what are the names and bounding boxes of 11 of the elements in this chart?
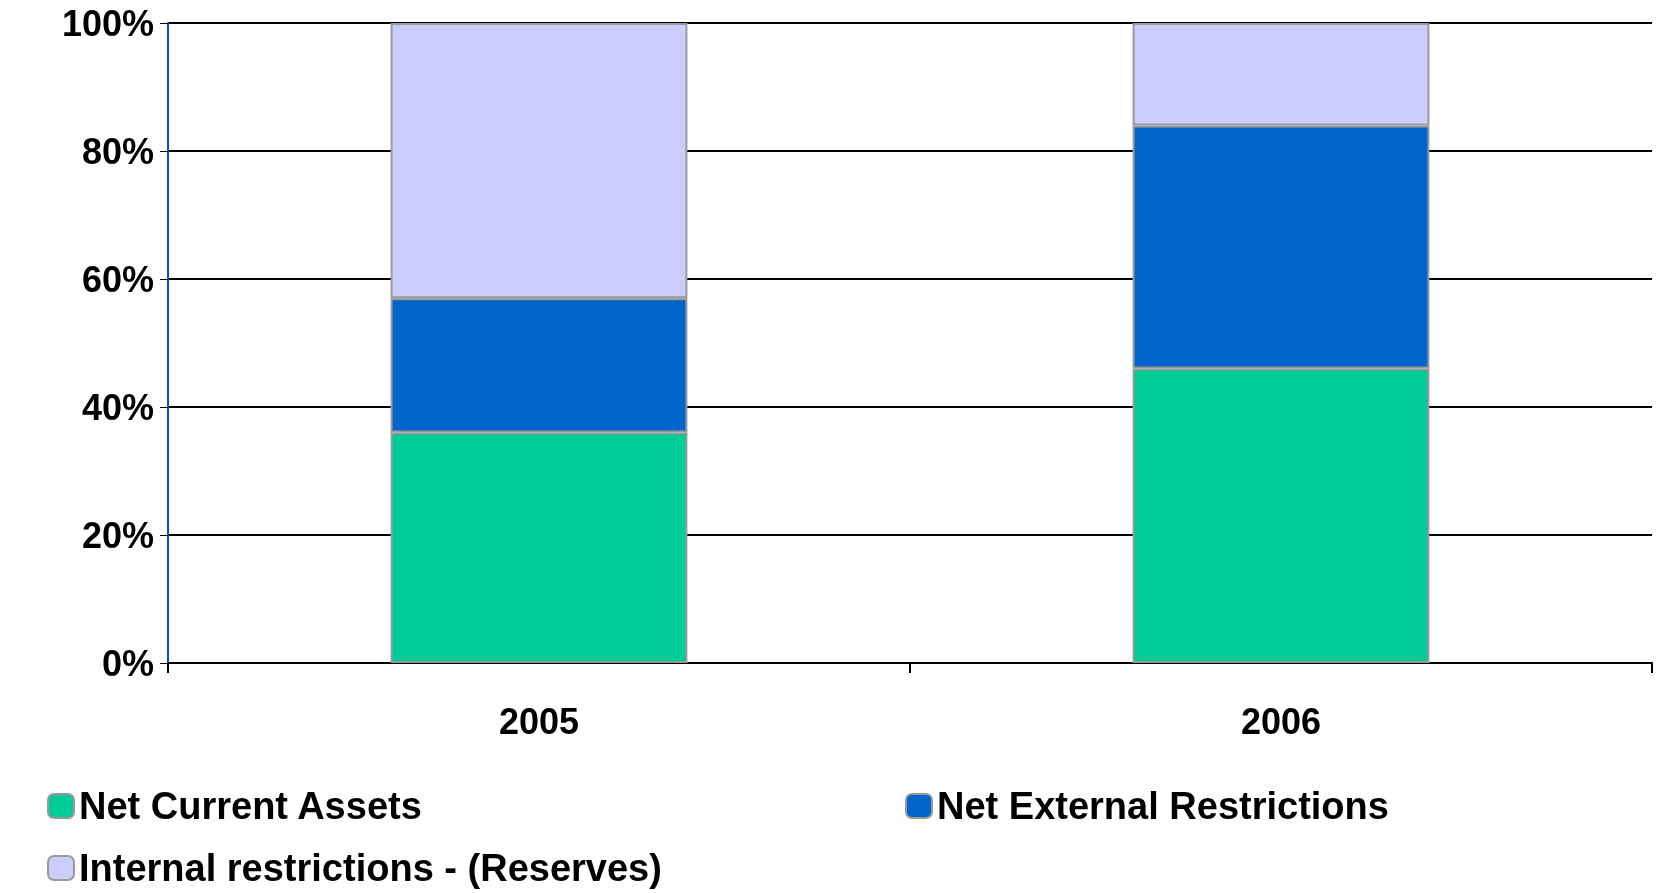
legend-label: Net Current Assets: [79, 785, 422, 827]
y-tick-label: 0%: [101, 642, 154, 684]
y-tick-label: 20%: [81, 514, 154, 556]
y-tick-label: 40%: [81, 386, 154, 428]
x-tick-label: 2006: [1240, 700, 1322, 742]
y-tick-label: 80%: [81, 130, 154, 172]
y-tick-label: 60%: [81, 258, 154, 300]
y-tick-label: 100%: [61, 2, 154, 44]
legend-label: Internal restrictions - (Reserves): [79, 847, 662, 889]
legend-label: Net External Restrictions: [937, 785, 1389, 827]
x-tick-label: 2005: [498, 700, 580, 742]
